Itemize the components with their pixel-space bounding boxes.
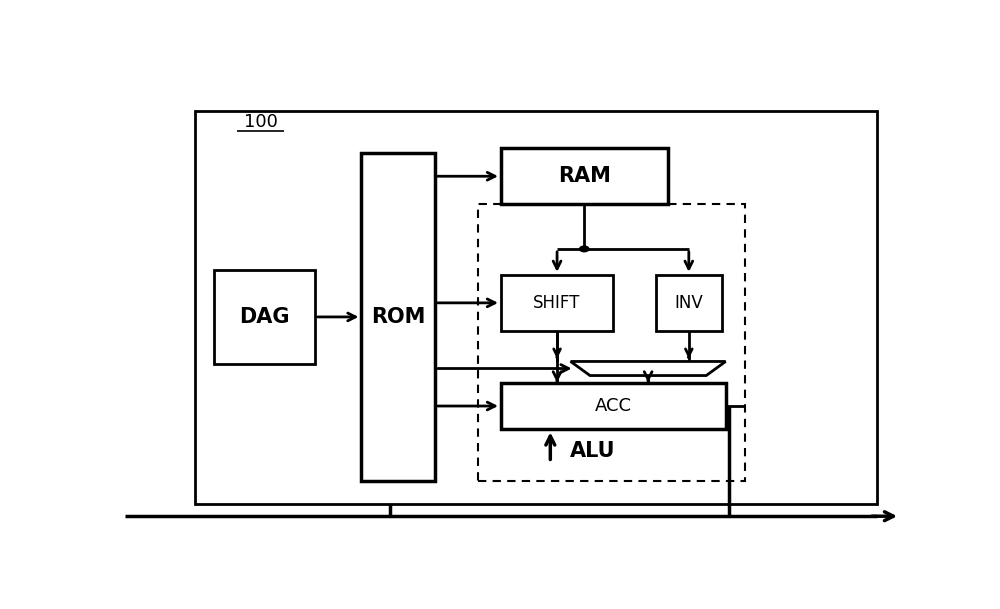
Bar bbox=[195, 111, 877, 504]
Bar bbox=[361, 153, 435, 481]
Text: ROM: ROM bbox=[371, 307, 425, 327]
Circle shape bbox=[580, 246, 589, 252]
Bar bbox=[501, 148, 668, 205]
Text: ACC: ACC bbox=[595, 397, 632, 415]
Bar bbox=[214, 270, 315, 364]
Bar bbox=[478, 205, 745, 481]
Text: DAG: DAG bbox=[239, 307, 290, 327]
Bar bbox=[501, 382, 726, 429]
Text: 100: 100 bbox=[244, 113, 278, 132]
Text: ALU: ALU bbox=[570, 440, 616, 460]
Text: SHIFT: SHIFT bbox=[533, 294, 581, 312]
Polygon shape bbox=[571, 362, 726, 376]
Text: RAM: RAM bbox=[558, 166, 611, 186]
Bar bbox=[501, 275, 613, 331]
Text: INV: INV bbox=[674, 294, 703, 312]
Bar bbox=[656, 275, 722, 331]
